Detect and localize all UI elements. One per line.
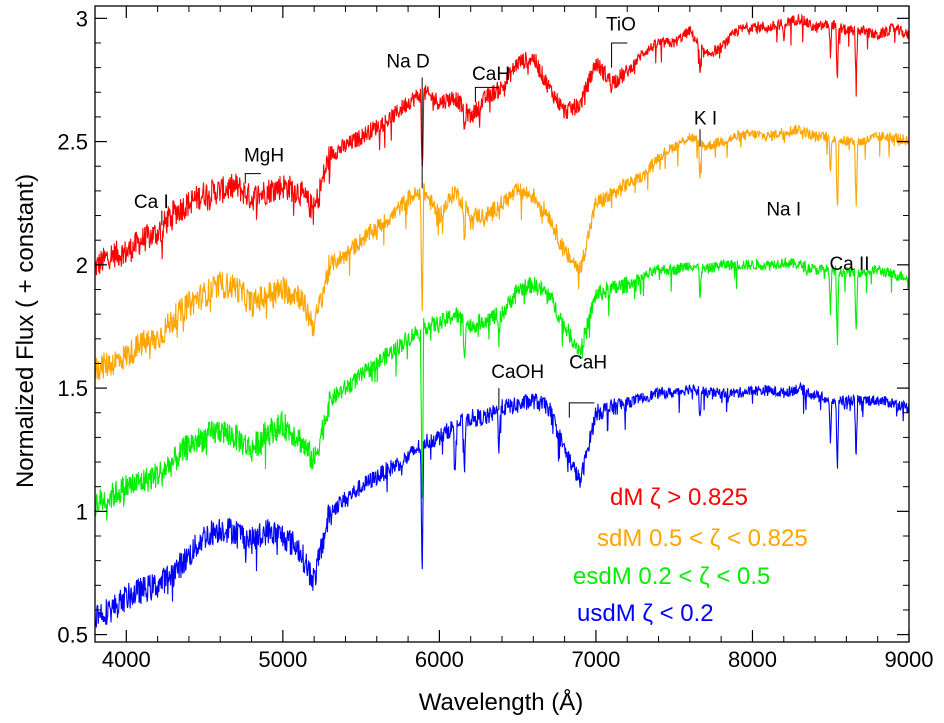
y-tick-label: 0.5	[57, 623, 88, 648]
series-line-3	[95, 381, 909, 628]
series-layer	[95, 13, 909, 628]
series-line-2	[95, 257, 909, 521]
axes-layer: 4000 5000 6000 7000 8000 9000 0.5 1 1.5 2 2.5 3	[57, 5, 934, 672]
legend-layer: dM ζ > 0.825 sdM 0.5 < ζ < 0.825 esdM 0.2 …	[573, 484, 808, 627]
legend-entry: usdM ζ < 0.2	[577, 600, 714, 627]
annotation-label: Na I	[766, 200, 801, 221]
y-tick-label: 1.5	[57, 376, 88, 401]
legend-entry: dM ζ > 0.825	[610, 484, 748, 511]
annotation-label: CaOH	[491, 362, 544, 383]
y-tick-label: 1	[76, 499, 88, 524]
x-tick-label: 6000	[415, 647, 464, 672]
annotation-label: Ca II	[829, 254, 869, 275]
annotation-label: Ca I	[134, 192, 169, 213]
y-tick-label: 2	[76, 253, 88, 278]
x-tick-label: 4000	[102, 647, 151, 672]
x-axis-label: Wavelength (Å)	[419, 688, 584, 716]
annotation-label: MgH	[244, 145, 284, 166]
x-tick-label: 8000	[728, 647, 777, 672]
legend-entry: sdM 0.5 < ζ < 0.825	[597, 525, 808, 552]
series-line-1	[95, 124, 909, 380]
annotation-label: Na D	[386, 52, 429, 73]
annotation-label: TiO	[606, 15, 636, 36]
x-tick-label: 5000	[258, 647, 307, 672]
annotation-bracket	[244, 173, 261, 184]
y-tick-label: 2.5	[57, 130, 88, 155]
legend-entry: esdM 0.2 < ζ < 0.5	[573, 563, 770, 590]
annotation-label: K I	[694, 108, 717, 129]
series-line-0	[95, 13, 909, 276]
x-tick-label: 9000	[885, 647, 934, 672]
annotation-label: CaH	[569, 352, 607, 373]
annotation-bracket	[611, 42, 628, 68]
annotation-layer: Ca I MgH Na D CaH TiO K I Na I Ca II CaOH CaH	[134, 15, 870, 418]
y-axis-label: Normalized Flux ( + constant)	[12, 174, 39, 488]
y-tick-label: 3	[76, 6, 88, 31]
x-tick-label: 7000	[571, 647, 620, 672]
annotation-bracket	[568, 402, 595, 418]
annotation-bracket	[474, 86, 499, 103]
annotation-label: CaH	[472, 64, 510, 85]
